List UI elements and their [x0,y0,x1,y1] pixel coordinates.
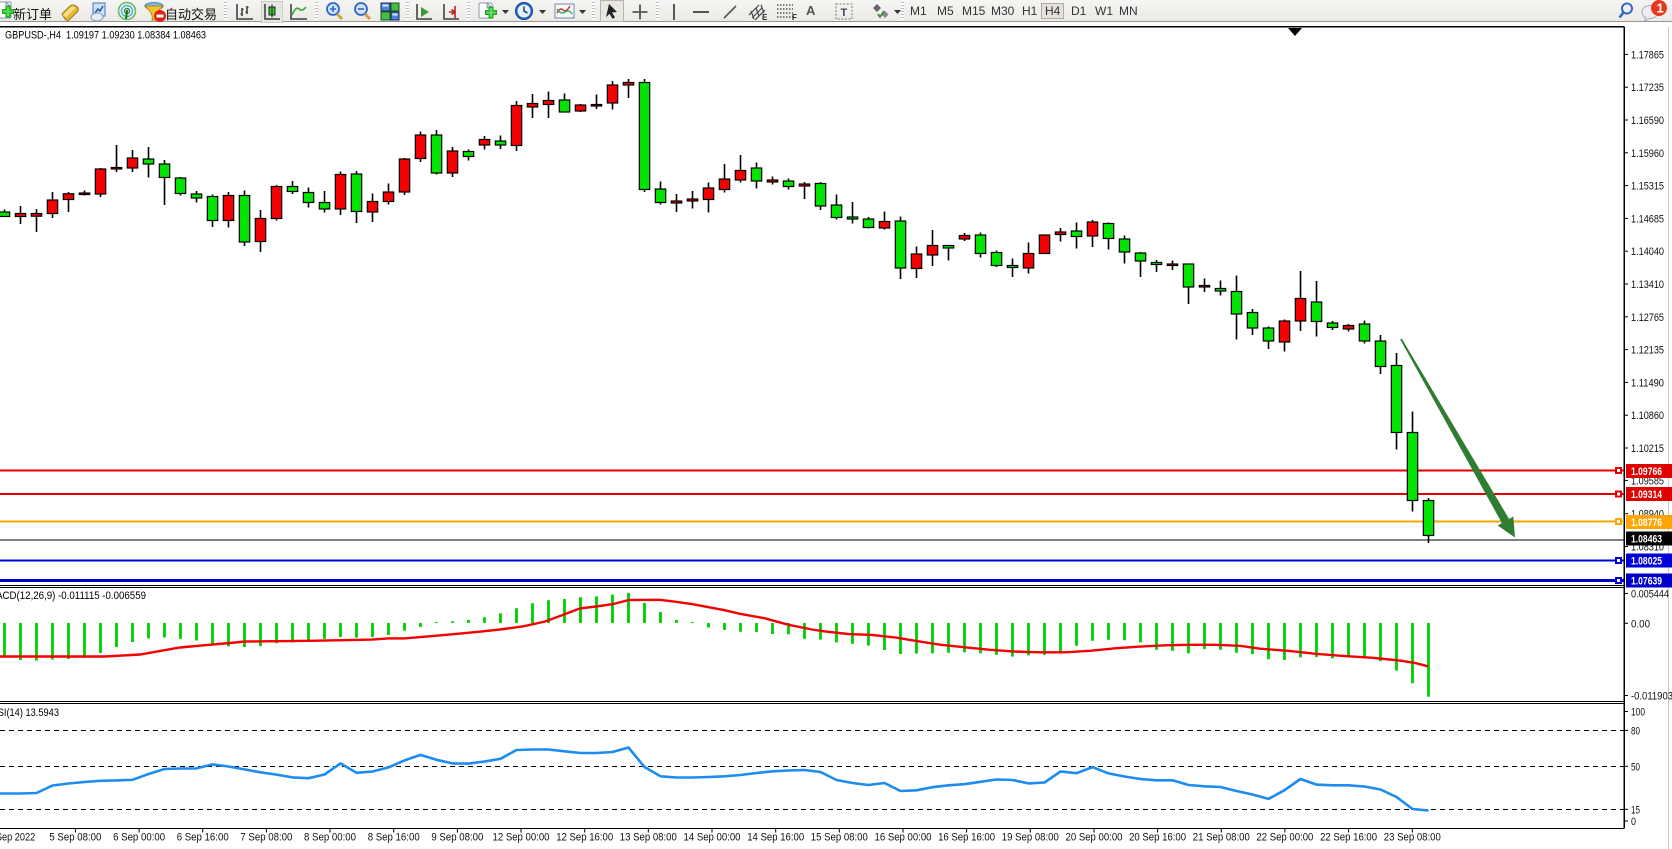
svg-text:1.08025: 1.08025 [1631,556,1662,568]
svg-text:15: 15 [1631,804,1640,816]
svg-text:14 Sep 16:00: 14 Sep 16:00 [747,832,804,844]
svg-text:0.005444: 0.005444 [1631,589,1669,601]
svg-text:1.10215: 1.10215 [1631,443,1664,455]
svg-text:1.17865: 1.17865 [1631,49,1664,61]
svg-text:1.10860: 1.10860 [1631,410,1664,422]
svg-text:1.12765: 1.12765 [1631,312,1664,324]
svg-text:80: 80 [1631,725,1640,737]
svg-text:21 Sep 08:00: 21 Sep 08:00 [1193,832,1250,844]
svg-text:20 Sep 00:00: 20 Sep 00:00 [1066,832,1123,844]
svg-text:1.07639: 1.07639 [1631,576,1662,588]
svg-text:RSI(14) 13.5943: RSI(14) 13.5943 [0,707,59,719]
svg-text:16 Sep 16:00: 16 Sep 16:00 [938,832,995,844]
svg-text:MACD(12,26,9) -0.011115 -0.006: MACD(12,26,9) -0.011115 -0.006559 [0,590,146,602]
svg-text:19 Sep 08:00: 19 Sep 08:00 [1002,832,1059,844]
svg-text:14 Sep 00:00: 14 Sep 00:00 [684,832,741,844]
svg-text:1.15315: 1.15315 [1631,181,1664,193]
svg-text:15 Sep 08:00: 15 Sep 08:00 [811,832,868,844]
svg-text:12 Sep 16:00: 12 Sep 16:00 [556,832,613,844]
svg-text:2 Sep 2022: 2 Sep 2022 [0,832,35,844]
svg-text:22 Sep 16:00: 22 Sep 16:00 [1320,832,1377,844]
svg-text:50: 50 [1631,761,1640,773]
svg-text:1.15960: 1.15960 [1631,148,1664,160]
svg-text:GBPUSD-,H4 1.09197 1.09230 1.: GBPUSD-,H4 1.09197 1.09230 1.08384 1.084… [5,30,206,42]
svg-text:12 Sep 00:00: 12 Sep 00:00 [493,832,550,844]
svg-text:1.17235: 1.17235 [1631,82,1664,94]
svg-text:1.14040: 1.14040 [1631,246,1664,258]
svg-text:1: 1 [1657,1,1664,16]
svg-text:1.09585: 1.09585 [1631,475,1664,487]
svg-text:1.11490: 1.11490 [1631,377,1664,389]
svg-text:100: 100 [1631,707,1645,719]
svg-text:8 Sep 00:00: 8 Sep 00:00 [304,832,356,844]
svg-text:5 Sep 08:00: 5 Sep 08:00 [49,832,101,844]
svg-text:8 Sep 16:00: 8 Sep 16:00 [368,832,420,844]
svg-text:23 Sep 08:00: 23 Sep 08:00 [1384,832,1441,844]
svg-text:9 Sep 08:00: 9 Sep 08:00 [431,832,483,844]
svg-text:13 Sep 08:00: 13 Sep 08:00 [620,832,677,844]
svg-text:6 Sep 00:00: 6 Sep 00:00 [113,832,165,844]
svg-text:E: E [762,13,768,22]
svg-text:1.16590: 1.16590 [1631,115,1664,127]
svg-text:1.08776: 1.08776 [1631,517,1662,529]
svg-text:7 Sep 08:00: 7 Sep 08:00 [240,832,292,844]
svg-text:6 Sep 16:00: 6 Sep 16:00 [177,832,229,844]
svg-text:1.09766: 1.09766 [1631,466,1662,478]
svg-text:1.14685: 1.14685 [1631,213,1664,225]
svg-text:16 Sep 00:00: 16 Sep 00:00 [875,832,932,844]
svg-text:0: 0 [1631,816,1636,828]
svg-text:F: F [792,13,797,22]
svg-text:1.13410: 1.13410 [1631,279,1664,291]
svg-text:0.00: 0.00 [1631,618,1650,630]
svg-text:22 Sep 00:00: 22 Sep 00:00 [1256,832,1313,844]
svg-text:T: T [841,7,848,19]
svg-text:-0.011903: -0.011903 [1631,691,1672,703]
svg-text:20 Sep 16:00: 20 Sep 16:00 [1129,832,1186,844]
svg-text:1.12135: 1.12135 [1631,345,1664,357]
svg-text:1.09314: 1.09314 [1631,489,1662,501]
svg-text:1.08463: 1.08463 [1631,534,1662,546]
